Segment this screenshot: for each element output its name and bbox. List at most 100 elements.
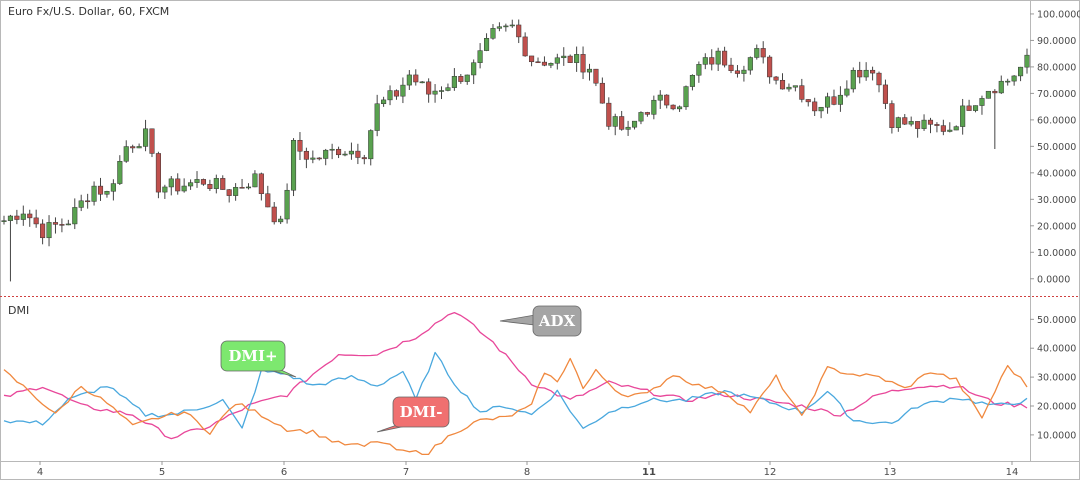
candle-body [586,68,593,73]
candle-body [136,146,142,149]
price-y-tick-label: 50.0000 [1037,142,1076,153]
candle-body [985,90,991,99]
candle-body [657,94,663,101]
candle-body [574,54,580,63]
dmi-lines [3,311,1028,456]
dmi-y-tick-label: 10.0000 [1037,430,1076,441]
candle-body [580,54,586,73]
candle-body [876,72,882,86]
callout-dmi-: DMI- [376,396,450,433]
candle-body [85,200,91,203]
candle-body [226,189,232,196]
candle-body [393,90,400,97]
callouts: ADX DMI+ DMI- [220,305,582,433]
candle-body [110,183,116,192]
candle-body [741,69,747,74]
candle-body [104,191,110,195]
callout-label: ADX [538,312,576,330]
candle-body [336,148,342,156]
candle-body [805,99,811,103]
candle-body [91,185,97,202]
candle-body [7,215,13,221]
candle-body [599,82,605,104]
candle-body [194,179,200,183]
candle-body [934,124,940,126]
callout-dmi-: DMI+ [220,340,297,378]
candle-body [792,85,798,88]
price-y-tick-label: 20.0000 [1037,221,1076,232]
candle-body [870,69,876,74]
candle-body [458,76,464,82]
candle-body [245,186,252,189]
candle-body [516,24,522,38]
x-tick-label: 7 [403,467,409,478]
candle-body [554,57,560,64]
candle-body [464,74,470,82]
candle-body [220,178,226,190]
candle-body [960,105,966,127]
x-tick-label: 6 [281,467,287,478]
candle-body [168,178,174,188]
candle-body [426,81,432,95]
candle-body [664,94,670,106]
candle-body [927,119,934,125]
candle-body [162,186,168,193]
candle-body [902,117,908,125]
candle-body [625,126,631,130]
candle-body [509,24,515,27]
candle-body [233,187,239,196]
candle-body [612,116,618,127]
candle-body [213,178,219,189]
candle-body [130,146,136,149]
candle-body [1011,75,1017,82]
price-y-tick-label: 0.0000 [1037,274,1070,285]
candle-body [329,148,335,151]
candle-body [271,206,277,223]
candle-body [477,50,483,63]
candle-body [747,57,753,71]
candle-body [387,90,393,101]
candle-body [728,64,734,71]
candle-body [857,69,863,78]
dmi-y-tick-label: 40.0000 [1037,344,1076,355]
candle-body [496,26,502,29]
candle-body [767,56,773,78]
x-tick-label: 14 [1006,467,1019,478]
candle-body [175,178,181,192]
candle-body [966,105,972,111]
candle-body [651,99,657,115]
price-y-axis: 0.0000 10.0000 20.0000 30.0000 40.0000 50.000… [1030,9,1080,285]
candle-body [818,106,824,112]
price-y-tick-label: 100.0000 [1037,9,1080,20]
dmi-y-tick-label: 50.0000 [1037,315,1076,326]
candle-body [863,69,869,78]
candle-body [915,121,921,129]
candle-body [503,25,509,28]
dmi-panel-title: DMI [8,304,29,317]
candle-body [14,215,20,220]
candle-body [290,139,297,191]
candle-body [239,187,245,189]
price-y-tick-label: 70.0000 [1037,89,1076,100]
candle-body [541,61,548,66]
candle-body [1024,54,1030,68]
candle-body [734,70,741,74]
candle-body [882,84,889,104]
candle-body [20,213,26,220]
candle-body [779,79,786,90]
candle-body [59,224,65,226]
candle-body [117,161,123,184]
price-y-tick-label: 40.0000 [1037,168,1076,179]
candle-body [619,116,625,130]
x-axis: 4 5 6 7 8 11 12 13 14 [37,461,1019,478]
candle-body [33,217,39,225]
dmi-y-tick-label: 20.0000 [1037,402,1076,413]
dmi-y-tick-label: 30.0000 [1037,373,1076,384]
candle-body [702,57,708,65]
candle-body [438,90,445,92]
callout-label: DMI+ [228,347,277,365]
candle-body [432,90,438,95]
candle-body [97,185,104,195]
callout-box [392,396,450,428]
